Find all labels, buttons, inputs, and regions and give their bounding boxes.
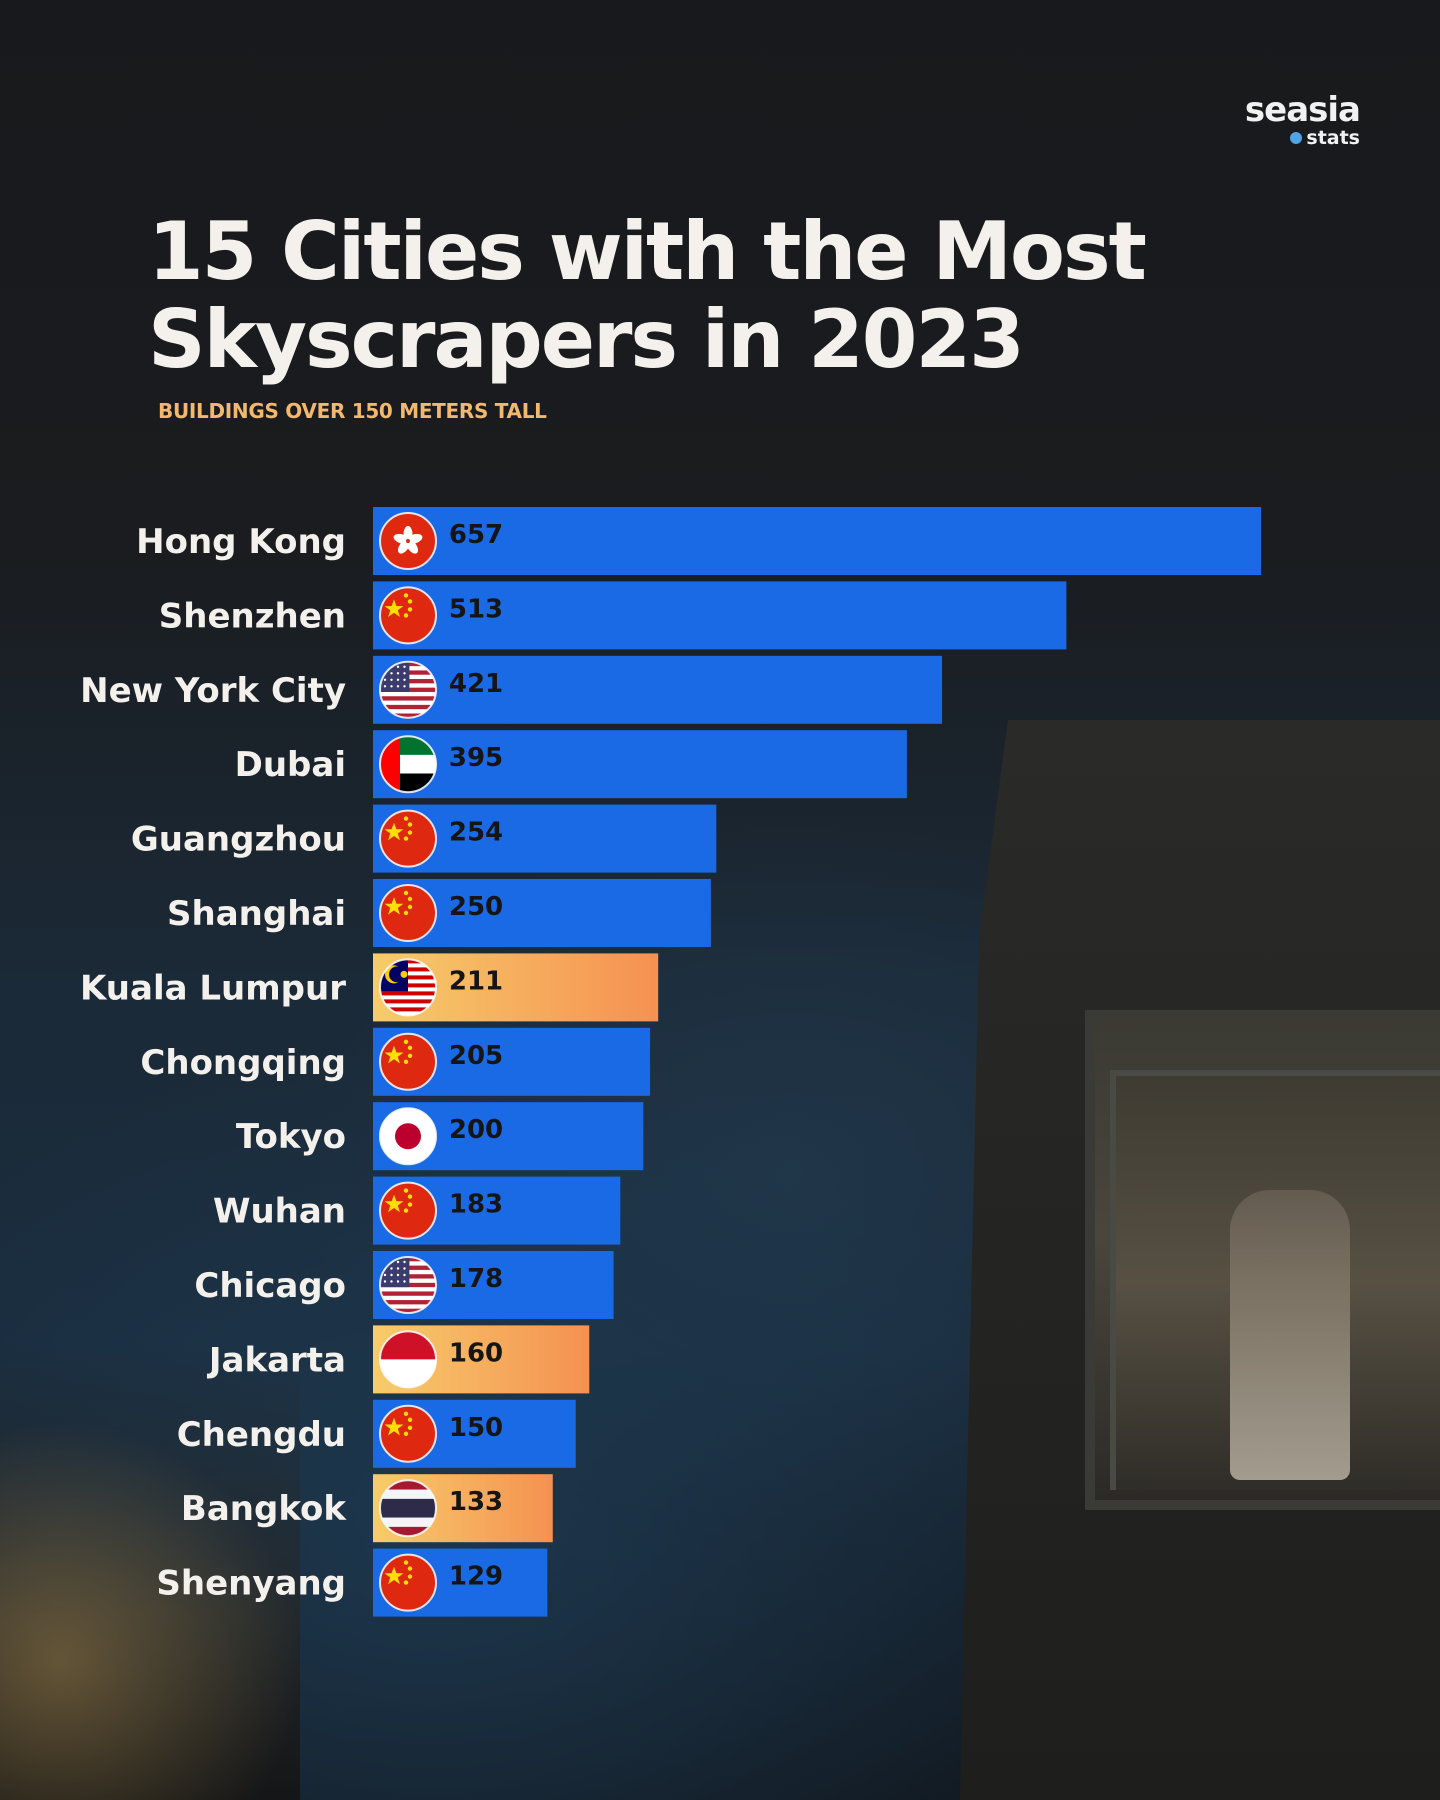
city-label: New York City: [80, 671, 346, 711]
city-lights-background: [0, 1340, 300, 1800]
china-flag-icon: [379, 1553, 437, 1612]
bar-row: Chongqing 205: [140, 1027, 651, 1096]
indonesia-flag-icon: [379, 1330, 437, 1389]
bar-row: Shenyang 129: [156, 1548, 548, 1617]
bar-row: Tokyo 200: [236, 1102, 644, 1171]
value-label: 421: [449, 669, 503, 699]
japan-flag-icon: [379, 1107, 437, 1166]
thailand-flag-icon: [379, 1479, 437, 1538]
bar-row: Hong Kong 657: [136, 507, 1261, 575]
bar: [373, 730, 907, 799]
globe-icon: [1290, 132, 1303, 144]
bar-row: Dubai 395: [235, 730, 907, 799]
city-label: Shanghai: [167, 894, 346, 934]
subtitle: BUILDINGS OVER 150 METERS TALL: [158, 399, 547, 423]
city-label: Chongqing: [140, 1043, 346, 1083]
bar-row: Kuala Lumpur 211: [80, 953, 659, 1022]
bar: [373, 581, 1067, 650]
bar-row: Guangzhou 254: [131, 804, 717, 873]
brand-sub-text: stats: [1306, 127, 1360, 149]
china-flag-icon: [379, 586, 437, 645]
bar-row: Bangkok 133: [181, 1474, 553, 1543]
bar-row: Wuhan 183: [213, 1176, 621, 1245]
couple-figure: [1230, 1190, 1350, 1480]
china-flag-icon: [379, 1404, 437, 1463]
malaysia-flag-icon: [379, 958, 437, 1017]
bar-row: Chicago 178: [194, 1251, 614, 1319]
city-label: Chicago: [194, 1266, 346, 1306]
bar-row: Shenzhen 513: [159, 581, 1067, 650]
china-flag-icon: [379, 884, 437, 942]
city-label: Shenyang: [156, 1564, 346, 1604]
value-label: 200: [449, 1115, 503, 1145]
bar-row: Shanghai 250: [167, 879, 711, 947]
city-label: Tokyo: [236, 1117, 346, 1157]
bar-row: New York City 421: [80, 655, 943, 724]
bar: [373, 655, 943, 724]
city-label: Wuhan: [213, 1192, 346, 1232]
bar-row: Jakarta 160: [207, 1325, 590, 1394]
uae-flag-icon: [379, 735, 437, 794]
value-label: 133: [449, 1487, 503, 1517]
city-label: Guangzhou: [131, 820, 346, 860]
value-label: 395: [449, 743, 503, 773]
city-label: Dubai: [235, 745, 346, 785]
china-flag-icon: [379, 1032, 437, 1091]
brand-sub: stats: [1220, 128, 1360, 148]
value-label: 183: [449, 1190, 503, 1220]
china-flag-icon: [379, 809, 437, 868]
city-label: Shenzhen: [159, 596, 346, 636]
value-label: 129: [449, 1562, 503, 1592]
city-label: Hong Kong: [136, 522, 346, 562]
city-label: Chengdu: [177, 1415, 346, 1455]
value-label: 211: [449, 966, 503, 996]
brand-name: seasia: [1244, 90, 1361, 130]
value-label: 160: [449, 1338, 503, 1368]
page-title: 15 Cities with the Most Skyscrapers in 2…: [148, 208, 1248, 384]
hong-kong-flag-icon: [379, 512, 437, 570]
value-label: 250: [449, 892, 503, 922]
city-label: Kuala Lumpur: [80, 968, 346, 1008]
value-label: 657: [449, 520, 503, 550]
bar-row: Chengdu 150: [177, 1399, 576, 1468]
value-label: 178: [449, 1264, 503, 1294]
bar: [373, 507, 1261, 575]
city-label: Bangkok: [181, 1489, 347, 1529]
value-label: 513: [449, 594, 503, 624]
value-label: 205: [449, 1041, 503, 1071]
title-line-1: 15 Cities with the Most: [148, 205, 1147, 298]
brand-logo: seasia stats: [1220, 90, 1361, 148]
city-label: Jakarta: [207, 1340, 346, 1380]
usa-flag-icon: [379, 660, 437, 719]
value-label: 150: [449, 1413, 503, 1443]
title-line-2: Skyscrapers in 2023: [148, 293, 1025, 386]
value-label: 254: [449, 818, 503, 848]
china-flag-icon: [379, 1181, 437, 1240]
usa-flag-icon: [379, 1256, 437, 1314]
